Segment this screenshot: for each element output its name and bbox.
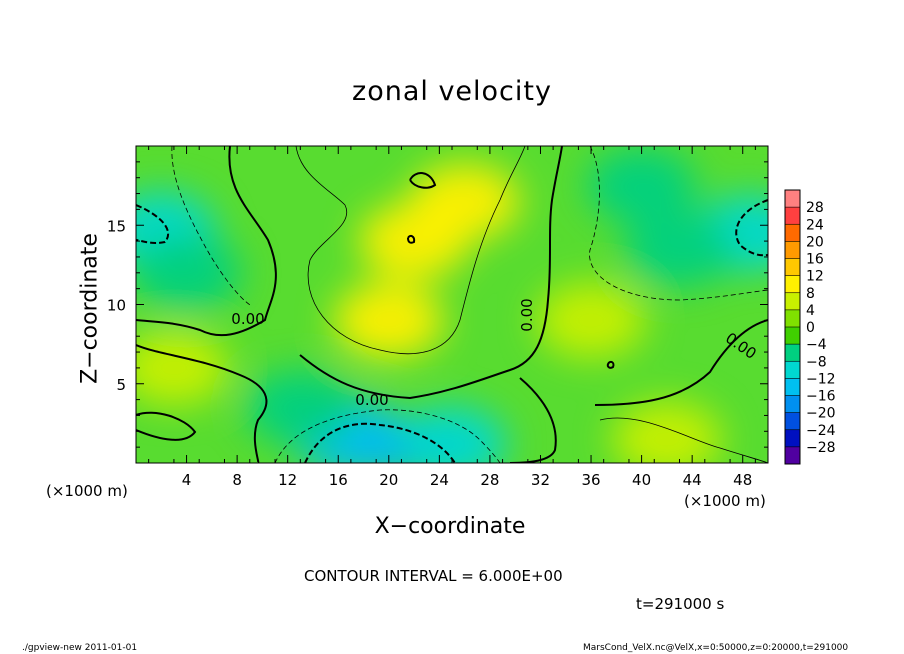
colorbar-label: −12 xyxy=(806,371,836,387)
contour-pos-lower-right xyxy=(599,417,768,463)
contour-zero-lower xyxy=(136,344,268,463)
colorbar-label: −16 xyxy=(806,389,836,405)
colorbar-swatch xyxy=(785,190,800,208)
colorbar-swatch xyxy=(785,292,800,311)
footer-right: MarsCond_VelX.nc@VelX,x=0:50000,z=0:2000… xyxy=(583,643,849,653)
field-blob-6 xyxy=(624,211,735,288)
field-blob-2 xyxy=(397,405,507,463)
colorbar-label: 20 xyxy=(806,234,824,250)
field-blob-10 xyxy=(409,163,520,240)
colorbar-swatch xyxy=(785,224,800,242)
contour-label-1: 0.00 xyxy=(355,391,388,409)
x-tick-label: 40 xyxy=(632,471,651,489)
contour-island-2 xyxy=(407,234,416,244)
contour-neg-left xyxy=(171,146,251,306)
colorbar-label: −28 xyxy=(806,440,836,456)
contour-neg12-left xyxy=(136,204,170,244)
colorbar-label: 4 xyxy=(806,303,815,319)
x-tick-label: 48 xyxy=(733,471,752,489)
colorbar-swatch xyxy=(785,446,800,465)
contour-neg12-bottom xyxy=(304,422,456,463)
colorbar-label: −8 xyxy=(806,354,827,370)
contour-zero-left xyxy=(136,146,277,337)
x-axis-label: X−coordinate xyxy=(374,514,526,539)
contour-label-2: 0.00 xyxy=(518,298,536,331)
colorbar-swatch xyxy=(785,429,800,448)
colorbar-label: −20 xyxy=(806,406,836,422)
y-tick-label: 15 xyxy=(107,217,126,235)
field-blob-12 xyxy=(136,329,229,406)
x-tick-label: 4 xyxy=(182,471,192,489)
contour-zero-right xyxy=(594,319,768,406)
contour-label-0: 0.00 xyxy=(231,310,264,328)
y-tick-label: 10 xyxy=(107,297,126,315)
x-tick-label: 44 xyxy=(683,471,702,489)
colorbar-swatch xyxy=(785,395,800,414)
x-tick-label: 16 xyxy=(329,471,348,489)
colorbar-label: 12 xyxy=(806,269,824,285)
colorbar-label: 24 xyxy=(806,217,824,233)
field-blob-7 xyxy=(586,147,697,224)
colorbar-label: 16 xyxy=(806,252,824,268)
heatmap-field xyxy=(136,146,768,463)
colorbar-swatch xyxy=(785,378,800,396)
contour-island-3 xyxy=(606,360,615,369)
colorbar-label: 28 xyxy=(806,200,824,216)
x-tick-label: 28 xyxy=(480,471,499,489)
colorbar-swatch xyxy=(785,327,800,345)
contour-interval-text: CONTOUR INTERVAL = 6.000E+00 xyxy=(304,567,563,585)
y-tick-label: 5 xyxy=(116,376,126,394)
x-tick-label: 20 xyxy=(379,471,398,489)
x-tick-label: 12 xyxy=(278,471,297,489)
contour-neg-right xyxy=(589,146,768,301)
colorbar-swatch xyxy=(785,344,800,362)
contour-neg6-bottom xyxy=(274,409,501,463)
colorbar-label: 8 xyxy=(806,286,815,302)
colorbar-label: −24 xyxy=(806,423,836,439)
field-blob-4 xyxy=(136,234,242,311)
chart-title: zonal velocity xyxy=(352,76,552,107)
field-blob-11 xyxy=(245,369,356,446)
footer-left: ./gpview-new 2011-01-01 xyxy=(22,643,138,653)
contour-pos-6 xyxy=(295,146,526,355)
colorbar-label: 0 xyxy=(806,320,815,336)
colorbar-swatch xyxy=(785,275,800,294)
y-axis-label: Z−coordinate xyxy=(77,233,103,384)
x-tick-label: 24 xyxy=(430,471,449,489)
field-blob-13 xyxy=(611,401,722,463)
contour-lines: 0.000.000.000.00 xyxy=(136,146,768,463)
contour-neg12-right xyxy=(735,199,768,257)
field-blob-9 xyxy=(333,282,444,359)
x-tick-label: 36 xyxy=(581,471,600,489)
x-tick-label: 8 xyxy=(232,471,242,489)
field-blob-14 xyxy=(536,282,647,359)
contour-zero-bump xyxy=(509,377,557,463)
colorbar-swatch xyxy=(785,309,800,328)
x-tick-label: 32 xyxy=(531,471,550,489)
x-unit-label-right: (×1000 m) xyxy=(684,492,766,510)
colorbar-swatch xyxy=(785,412,800,431)
colorbar-swatch xyxy=(785,258,800,277)
contour-zero-small xyxy=(136,411,197,441)
time-label: t=291000 s xyxy=(636,595,725,613)
colorbar-swatch xyxy=(785,361,800,379)
colorbar-swatch xyxy=(785,241,800,259)
x-unit-label: (×1000 m) xyxy=(46,482,128,500)
colorbar-label: −4 xyxy=(806,337,827,353)
contour-island-1 xyxy=(409,172,437,189)
colorbar-swatch xyxy=(785,207,800,225)
contour-zero-center xyxy=(299,146,563,400)
